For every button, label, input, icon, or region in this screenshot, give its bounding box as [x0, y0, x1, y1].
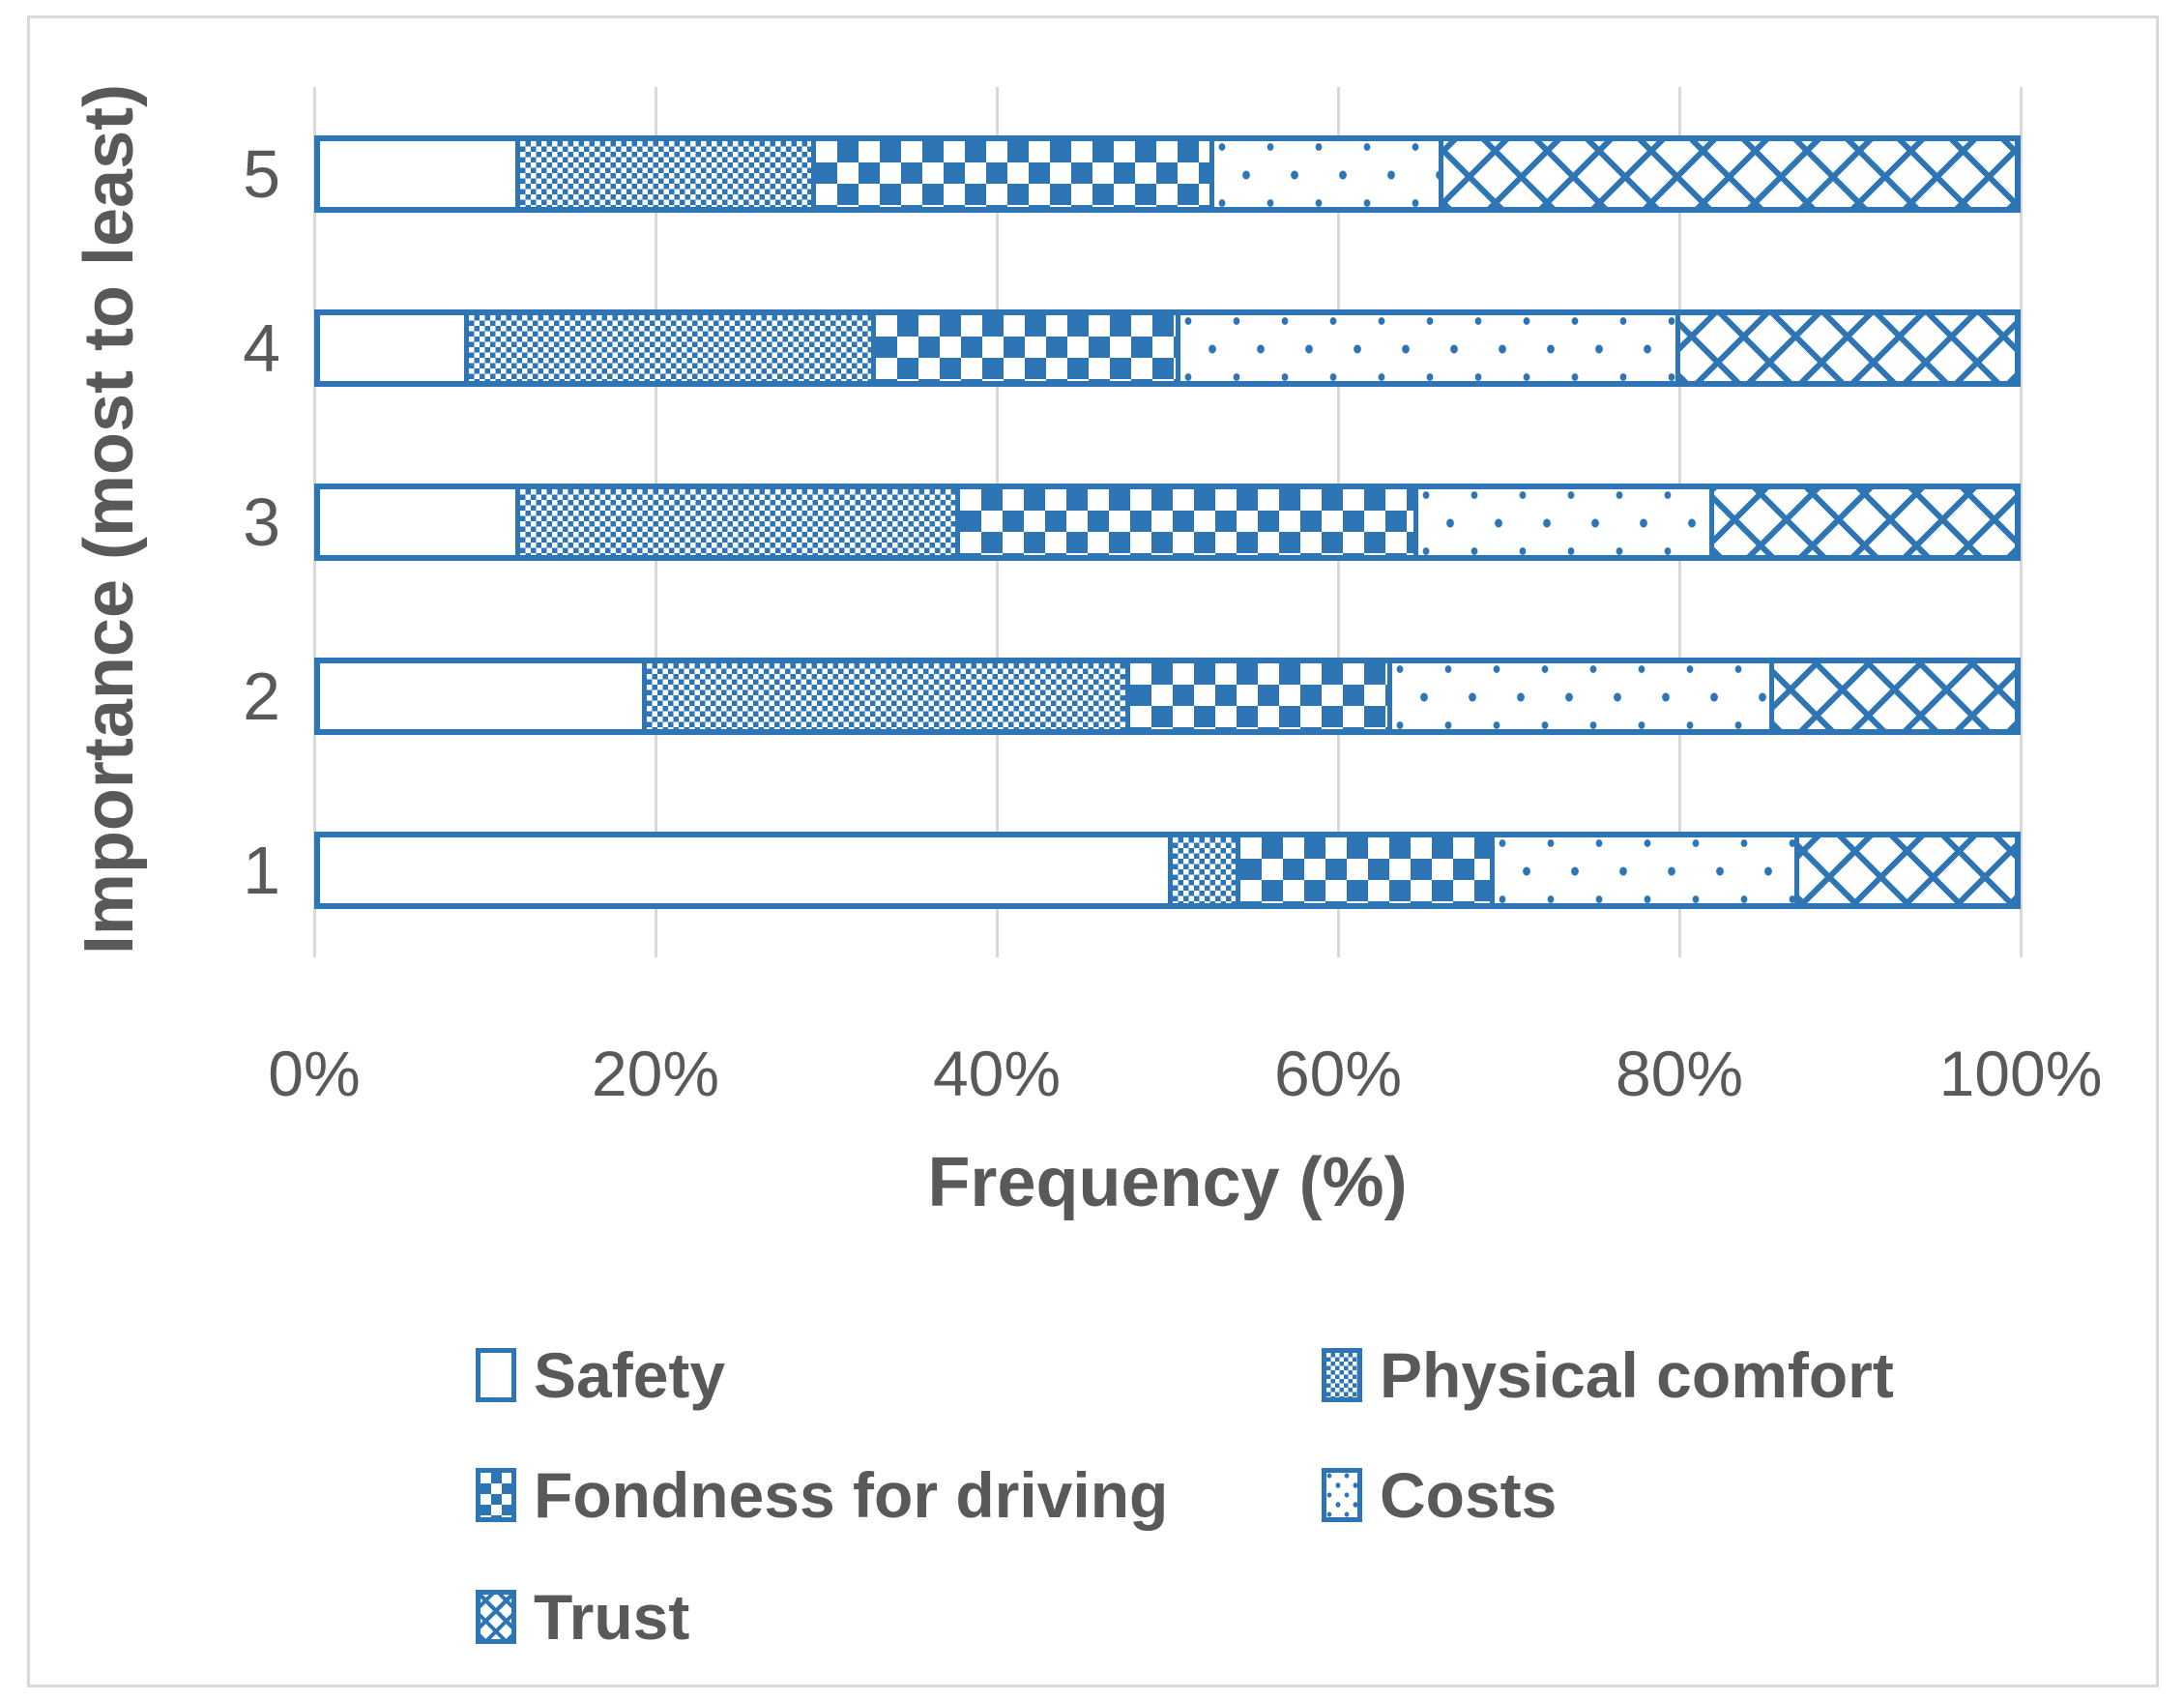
bar-segment-safety: [320, 141, 515, 207]
legend-label-safety: Safety: [534, 1339, 726, 1411]
bar-segment-physical-comfort: [514, 141, 812, 207]
x-tick-label: 80%: [1615, 1038, 1744, 1109]
gridline: [2019, 87, 2023, 957]
figure-border: [27, 15, 2159, 1687]
y-tick-label: 3: [243, 484, 280, 560]
legend-item-costs: Costs: [1322, 1458, 1557, 1532]
bar-row-4: [314, 309, 2021, 387]
bar-segment-costs: [1489, 837, 1795, 903]
bar-segment-costs: [1412, 489, 1710, 555]
legend-item-physical-comfort: Physical comfort: [1322, 1338, 1894, 1412]
bar-segment-fondness-for-driving: [1124, 663, 1388, 729]
bar-segment-trust: [1794, 837, 2015, 903]
bar-row-3: [314, 484, 2021, 561]
legend-item-trust: Trust: [476, 1580, 689, 1654]
bar-segment-physical-comfort: [464, 315, 871, 381]
legend-swatch-physical-comfort: [1322, 1348, 1362, 1402]
x-tick-label: 20%: [591, 1038, 720, 1109]
x-tick-label: 100%: [1938, 1038, 2103, 1109]
legend-swatch-trust: [476, 1590, 516, 1644]
bar-segment-physical-comfort: [642, 663, 1125, 729]
bar-row-1: [314, 832, 2021, 909]
bar-segment-physical-comfort: [1167, 837, 1236, 903]
y-axis-title: Importance (most to least): [71, 83, 148, 955]
bar-segment-costs: [1209, 141, 1439, 207]
legend-label-physical-comfort: Physical comfort: [1380, 1339, 1894, 1411]
bar-segment-safety: [320, 837, 1168, 903]
x-tick-label: 40%: [932, 1038, 1062, 1109]
x-tick-label: 60%: [1273, 1038, 1403, 1109]
y-tick-label: 2: [243, 659, 280, 734]
bar-row-5: [314, 135, 2021, 213]
bar-segment-costs: [1176, 315, 1676, 381]
y-tick-label: 5: [243, 136, 280, 212]
bar-row-2: [314, 658, 2021, 735]
x-tick-label: 0%: [268, 1038, 361, 1109]
bar-segment-fondness-for-driving: [955, 489, 1413, 555]
legend-swatch-safety: [476, 1348, 516, 1402]
bar-segment-trust: [1675, 315, 2015, 381]
legend-label-fondness-for-driving: Fondness for driving: [534, 1459, 1169, 1531]
y-tick-label: 4: [243, 310, 280, 386]
bar-segment-trust: [1438, 141, 2015, 207]
legend-label-trust: Trust: [534, 1581, 690, 1653]
bar-segment-safety: [320, 315, 464, 381]
legend-label-costs: Costs: [1380, 1459, 1558, 1531]
legend-item-safety: Safety: [476, 1338, 725, 1412]
bar-segment-costs: [1387, 663, 1769, 729]
bar-segment-safety: [320, 489, 515, 555]
bar-segment-physical-comfort: [514, 489, 956, 555]
legend-swatch-fondness-for-driving: [476, 1468, 516, 1522]
x-axis-title: Frequency (%): [927, 1144, 1408, 1221]
bar-segment-trust: [1709, 489, 2015, 555]
bar-segment-fondness-for-driving: [870, 315, 1177, 381]
bar-segment-fondness-for-driving: [1235, 837, 1490, 903]
legend-item-fondness-for-driving: Fondness for driving: [476, 1458, 1168, 1532]
bar-segment-trust: [1768, 663, 2015, 729]
bar-segment-fondness-for-driving: [811, 141, 1210, 207]
legend-swatch-costs: [1322, 1468, 1362, 1522]
bar-segment-safety: [320, 663, 643, 729]
y-tick-label: 1: [243, 833, 280, 908]
